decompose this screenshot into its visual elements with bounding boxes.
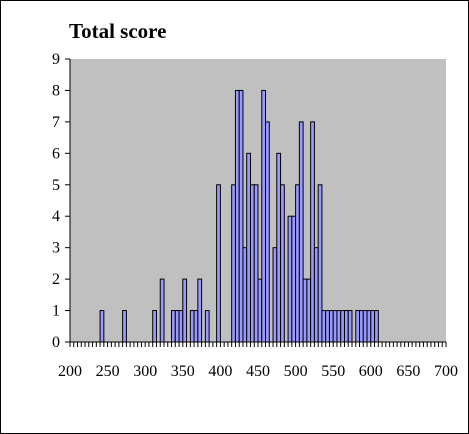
- histogram-bar: [171, 310, 176, 343]
- histogram-bar: [231, 184, 236, 343]
- x-tick-label: 450: [246, 363, 270, 380]
- histogram-bar: [253, 184, 259, 343]
- chart-title: Total score: [69, 19, 167, 43]
- histogram-bar: [374, 310, 379, 343]
- y-tick-label: 5: [52, 177, 60, 194]
- histogram-bar: [295, 184, 300, 343]
- histogram-bar: [216, 184, 221, 343]
- histogram-bar: [159, 278, 165, 343]
- histogram-bar: [234, 89, 240, 343]
- histogram-bar: [174, 310, 180, 343]
- histogram-bar: [272, 247, 278, 343]
- y-tick-label: 4: [52, 208, 60, 225]
- histogram-bar: [249, 184, 255, 343]
- x-tick-label: 200: [58, 363, 82, 380]
- histogram-bar: [189, 310, 195, 343]
- y-tick-label: 3: [52, 240, 60, 257]
- x-tick-label: 650: [396, 363, 420, 380]
- histogram-bar: [362, 310, 368, 343]
- x-tick-label: 550: [321, 363, 345, 380]
- y-tick-label: 1: [52, 303, 60, 320]
- y-tick-label: 7: [52, 114, 60, 131]
- histogram-bar: [298, 121, 304, 343]
- histogram-bar: [291, 215, 297, 343]
- histogram-bar: [99, 310, 105, 343]
- y-tick-label: 0: [52, 334, 60, 351]
- x-tick-label: 600: [359, 363, 383, 380]
- x-tick-label: 500: [284, 363, 308, 380]
- x-tick-label: 700: [434, 363, 458, 380]
- histogram-bar: [242, 247, 248, 343]
- histogram-bar: [321, 310, 327, 343]
- histogram-bar: [152, 310, 157, 343]
- y-tick-label: 6: [52, 145, 60, 162]
- histogram-bar: [336, 310, 342, 343]
- x-tick-label: 400: [208, 363, 232, 380]
- histogram-bar: [276, 152, 282, 343]
- histogram-bar: [122, 310, 127, 343]
- histogram-bar: [347, 310, 353, 343]
- histogram-bar: [343, 310, 349, 343]
- x-tick-label: 350: [171, 363, 195, 380]
- histogram-bar: [178, 310, 184, 343]
- histogram-bar: [340, 310, 345, 343]
- histogram-bar: [366, 310, 372, 343]
- histogram-bar: [310, 121, 315, 343]
- histogram-bar: [306, 278, 312, 343]
- y-tick-label: 9: [52, 51, 60, 68]
- histogram-bar: [287, 215, 293, 343]
- y-tick-label: 8: [52, 82, 60, 99]
- y-tick-label: 2: [52, 271, 60, 288]
- x-tick-label: 250: [96, 363, 120, 380]
- x-tick-label: 300: [133, 363, 157, 380]
- histogram-bar: [280, 184, 285, 343]
- histogram-bar: [355, 310, 361, 343]
- histogram-bar: [265, 121, 270, 343]
- histogram-bar: [246, 152, 251, 343]
- histogram-bar: [313, 247, 319, 343]
- histogram-bar: [182, 278, 188, 343]
- histogram-bar: [257, 278, 263, 343]
- histogram-bar: [328, 310, 334, 343]
- histogram-bar: [193, 310, 199, 343]
- histogram-bar: [332, 310, 338, 343]
- histogram-bar: [197, 278, 203, 343]
- histogram-bar: [359, 310, 364, 343]
- histogram-bar: [370, 310, 376, 343]
- histogram-bar: [204, 310, 210, 343]
- histogram-bar: [302, 278, 308, 343]
- histogram-bar: [261, 89, 267, 343]
- histogram-bar: [238, 89, 244, 343]
- histogram-bar: [317, 184, 323, 343]
- histogram-bar: [325, 310, 330, 343]
